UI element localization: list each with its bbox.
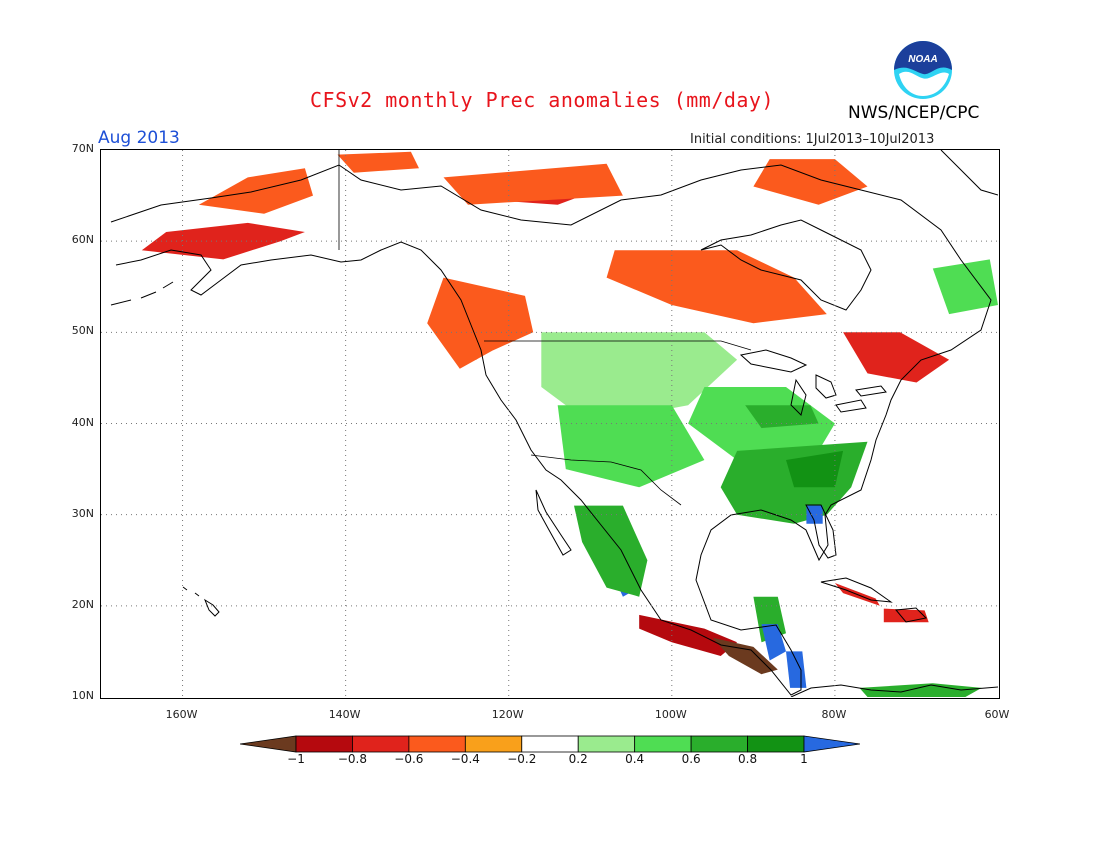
legend-tick-label: −0.6: [394, 752, 424, 766]
anomaly-region-northern-south-america: [859, 683, 982, 697]
hudson-bay-coastline: [700, 219, 872, 311]
legend-tick-label: −1: [287, 752, 305, 766]
coastline-layer: [110, 150, 999, 698]
noaa-logo: NOAA: [894, 41, 952, 99]
legend-tick-label: 0.8: [738, 752, 758, 766]
legend-swatch: [747, 735, 805, 753]
lat-label: 30N: [71, 506, 94, 520]
anomaly-region-nwt-east: [443, 163, 623, 205]
legend-tick-label: −0.2: [507, 752, 537, 766]
lat-label: 10N: [71, 689, 94, 702]
map-canvas: [101, 150, 999, 698]
legend-swatch: [521, 735, 579, 753]
legend-tick-label: 0.4: [625, 752, 645, 766]
lon-label: 100W: [654, 708, 687, 721]
anomaly-region-nicaragua-wet: [786, 651, 807, 688]
hawaii-islands: [182, 586, 220, 617]
lat-label: 60N: [71, 233, 94, 247]
great-lakes: [739, 349, 887, 416]
anomaly-region-northern-plains: [541, 332, 738, 424]
lon-label: 120W: [491, 708, 524, 721]
lon-label: 160W: [165, 708, 198, 721]
anomaly-region-appalachia: [786, 450, 844, 488]
aleutian-islands: [110, 281, 174, 306]
legend-tick-label: −0.8: [337, 752, 367, 766]
anomaly-region-hudson-bay-region: [606, 250, 827, 324]
lat-label: 50N: [71, 324, 94, 338]
legend-swatch: [634, 735, 692, 753]
us-canada-border: [338, 150, 752, 351]
noaa-logo-top: [894, 41, 952, 75]
legend-swatch: [295, 735, 353, 753]
anomaly-region-florida-panhandle: [806, 505, 823, 524]
legend-swatch: [408, 735, 466, 753]
lat-label: 70N: [71, 142, 94, 155]
lon-label: 140W: [328, 708, 361, 721]
anomaly-region-hispaniola: [883, 608, 929, 623]
lat-label: 20N: [71, 597, 94, 611]
legend-swatch: [240, 735, 297, 753]
anomaly-region-bc-interior: [427, 277, 534, 369]
hispaniola-coastline: [895, 607, 928, 623]
legend-swatch: [803, 735, 860, 753]
lat-label: 40N: [71, 415, 94, 429]
noaa-logo-wave: [899, 71, 949, 96]
agency-label: NWS/NCEP/CPC: [848, 103, 980, 123]
us-mexico-border: [530, 454, 682, 506]
map-panel: [100, 149, 1000, 699]
south-america-coastline: [790, 684, 999, 698]
chart-title: CFSv2 monthly Prec anomalies (mm/day): [310, 88, 775, 112]
florida-coastline: [805, 504, 837, 559]
legend-swatch: [577, 735, 636, 753]
anomaly-region-southern-mexico: [639, 614, 738, 656]
greenland-coastline: [940, 150, 999, 196]
anomaly-region-honduras-wet: [761, 624, 786, 661]
north-america-coastline: [110, 164, 992, 696]
anomaly-region-ohio-valley: [745, 405, 819, 429]
legend-swatch: [690, 735, 748, 753]
legend-swatch: [464, 735, 523, 753]
baja-coastline: [535, 489, 572, 556]
anomaly-region-quebec-maritimes: [843, 332, 950, 383]
color-legend: [240, 735, 860, 753]
anomaly-layer: [141, 151, 998, 697]
initial-conditions: Initial conditions: 1Jul2013–10Jul2013: [690, 132, 935, 147]
lon-label: 60W: [984, 708, 1010, 721]
anomaly-region-sonora: [574, 505, 648, 597]
legend-tick-label: −0.4: [450, 752, 480, 766]
anomaly-region-great-plains-south: [557, 405, 705, 488]
anomaly-region-central-america-dry: [712, 637, 778, 675]
graticule: [101, 150, 998, 697]
forecast-period: Aug 2013: [98, 128, 180, 148]
legend-swatch: [352, 735, 410, 753]
anomaly-region-labrador-east: [932, 259, 998, 315]
lon-label: 80W: [821, 708, 847, 721]
anomaly-region-yukon-north: [337, 151, 419, 173]
cuba-coastline: [820, 577, 893, 603]
anomaly-region-northern-quebec: [753, 159, 868, 205]
legend-tick-label: 0.6: [681, 752, 701, 766]
legend-tick-label: 1: [800, 752, 808, 766]
legend-tick-label: 0.2: [568, 752, 588, 766]
noaa-logo-text: NOAA: [908, 54, 937, 65]
